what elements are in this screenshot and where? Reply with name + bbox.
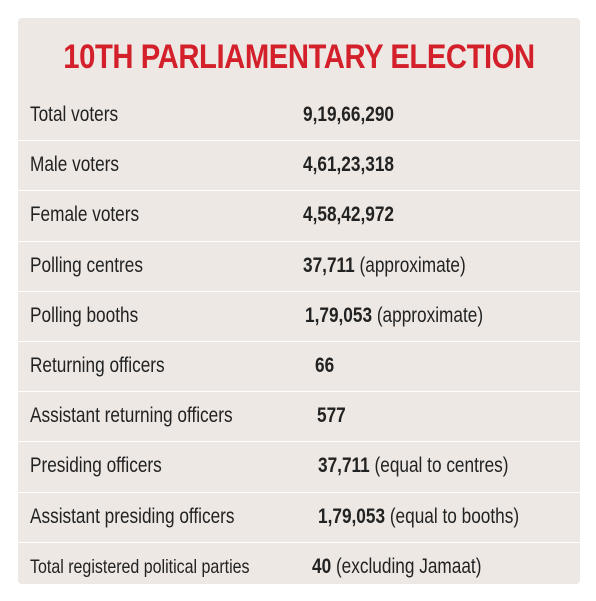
value-note: (excluding Jamaat) (335, 554, 482, 578)
value-number: 4,61,23,318 (303, 153, 394, 177)
value-number: 1,79,053 (318, 504, 386, 528)
table-row: Total registered political parties 40 (e… (18, 543, 580, 593)
value-note: (approximate) (359, 253, 466, 277)
row-value: 9,19,66,290 (303, 103, 394, 127)
value-number: 1,79,053 (305, 303, 373, 327)
row-label: Returning officers (30, 353, 165, 377)
row-label: Female voters (30, 203, 140, 227)
table-row: Polling centres 37,711 (approximate) (18, 242, 580, 292)
table-row: Assistant presiding officers 1,79,053 (e… (18, 493, 580, 543)
row-value: 37,711 (equal to centres) (318, 454, 509, 478)
stats-table: Total voters 9,19,66,290 Male voters 4,6… (18, 91, 580, 593)
value-note: (approximate) (376, 303, 484, 327)
row-label: Total voters (30, 103, 119, 126)
table-row: Assistant returning officers 577 (18, 392, 580, 443)
value-number: 9,19,66,290 (303, 103, 394, 126)
row-label: Polling centres (30, 253, 143, 277)
table-row: Polling booths 1,79,053 (approximate) (18, 292, 580, 342)
value-number: 577 (317, 404, 346, 428)
value-number: 4,58,42,972 (303, 203, 394, 227)
row-value: 66 (315, 354, 334, 378)
value-number: 37,711 (318, 454, 370, 478)
row-value: 4,61,23,318 (303, 153, 394, 177)
row-value: 577 (317, 404, 346, 428)
value-number: 40 (312, 554, 332, 578)
value-number: 66 (315, 353, 335, 377)
row-label: Polling booths (30, 303, 139, 327)
table-row: Male voters 4,61,23,318 (18, 141, 580, 192)
row-value: 40 (excluding Jamaat) (312, 555, 481, 579)
row-label: Assistant presiding officers (30, 504, 235, 528)
row-label: Presiding officers (30, 454, 162, 478)
row-label: Assistant returning officers (30, 404, 233, 428)
row-value: 37,711 (approximate) (303, 254, 466, 278)
row-value: 1,79,053 (approximate) (305, 304, 483, 328)
row-label: Male voters (30, 153, 120, 177)
panel-title: 10TH PARLIAMENTARY ELECTION (63, 38, 535, 76)
value-number: 37,711 (303, 253, 355, 277)
table-row: Presiding officers 37,711 (equal to cent… (18, 442, 580, 493)
row-value: 4,58,42,972 (303, 203, 394, 227)
election-info-panel: 10TH PARLIAMENTARY ELECTION Total voters… (18, 18, 580, 584)
value-note: (equal to centres) (374, 454, 509, 478)
table-row: Total voters 9,19,66,290 (18, 91, 580, 142)
row-value: 1,79,053 (equal to booths) (318, 505, 519, 529)
table-row: Returning officers 66 (18, 342, 580, 393)
row-label: Total registered political parties (30, 555, 250, 578)
table-row: Female voters 4,58,42,972 (18, 191, 580, 242)
value-note: (equal to booths) (389, 504, 520, 528)
